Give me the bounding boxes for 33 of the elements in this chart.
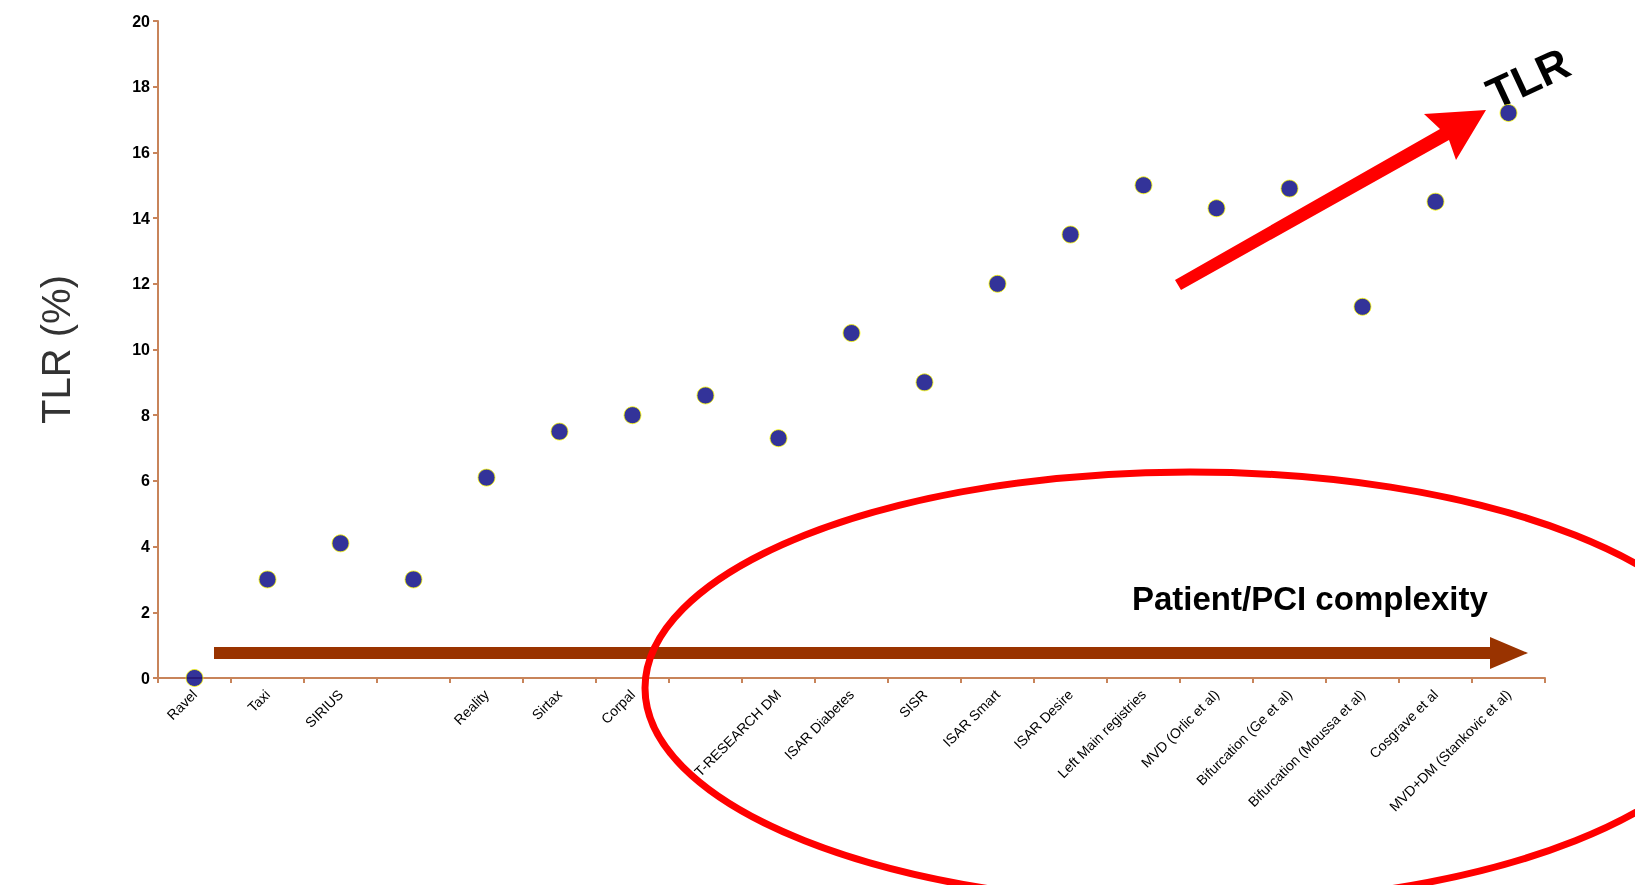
y-tick-label: 4 <box>141 538 151 556</box>
y-tick-label: 20 <box>132 12 151 30</box>
y-tick-label: 8 <box>141 406 151 424</box>
point <box>696 386 715 405</box>
point <box>842 324 861 343</box>
point <box>550 422 569 441</box>
y-tick-label: 12 <box>132 275 151 293</box>
y-tick-label: 14 <box>132 209 151 227</box>
x-tick-label: Taxi <box>244 686 274 716</box>
y-tick-label: 16 <box>132 143 151 161</box>
annotation: TLR <box>1478 37 1578 119</box>
point <box>331 534 350 553</box>
y-tick-label: 0 <box>141 669 151 687</box>
point <box>1280 179 1299 198</box>
y-axis-title: TLR (%) <box>34 275 78 424</box>
point <box>1353 297 1372 316</box>
annotation: Patient/PCI complexity <box>1132 580 1489 617</box>
point <box>477 468 496 487</box>
point <box>1134 176 1153 195</box>
point <box>1061 225 1080 244</box>
point <box>185 669 204 687</box>
point <box>915 373 934 392</box>
y-tick-label: 18 <box>132 78 151 96</box>
point <box>404 570 423 589</box>
y-tick-label: 6 <box>141 472 151 490</box>
y-tick-label: 10 <box>132 341 151 358</box>
point <box>258 570 277 589</box>
point <box>1426 192 1445 211</box>
point <box>623 406 642 425</box>
y-tick-label: 2 <box>141 603 151 621</box>
point <box>988 274 1007 293</box>
point <box>1207 199 1226 218</box>
point <box>769 429 788 448</box>
